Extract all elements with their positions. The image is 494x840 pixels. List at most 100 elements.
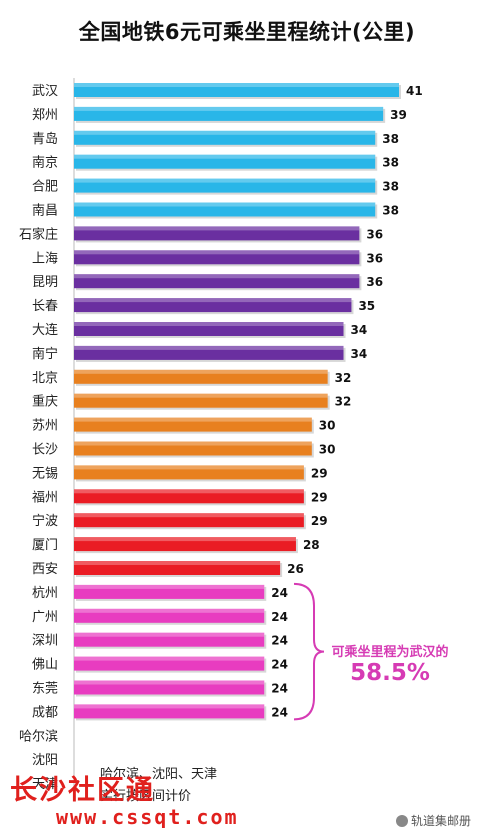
chart-title: 全国地铁6元可乘坐里程统计(公里) (78, 20, 416, 44)
value-label: 38 (382, 204, 399, 218)
category-label: 福州 (32, 490, 58, 505)
category-label: 北京 (32, 371, 58, 386)
bar-highlight (74, 632, 265, 637)
bar-highlight (74, 369, 328, 374)
bar (74, 704, 265, 719)
bar-highlight (74, 322, 344, 326)
bar (74, 441, 312, 456)
value-label: 24 (271, 682, 288, 696)
category-label: 东莞 (32, 682, 58, 697)
value-label: 24 (271, 634, 288, 648)
category-label: 西安 (32, 562, 58, 577)
bar-highlight (74, 106, 384, 111)
bar (74, 417, 312, 432)
bar (74, 154, 376, 169)
category-label: 广州 (32, 610, 58, 625)
value-label: 30 (319, 419, 336, 433)
bar-highlight (74, 584, 265, 589)
value-label: 36 (366, 275, 383, 289)
category-label: 成都 (32, 705, 58, 720)
bar-highlight (74, 489, 304, 494)
value-label: 34 (351, 323, 368, 337)
value-label: 35 (358, 299, 375, 313)
bar-highlight (74, 680, 265, 685)
category-label: 重庆 (32, 394, 58, 410)
value-label: 34 (351, 347, 368, 361)
bar-highlight (74, 298, 352, 303)
bar (74, 130, 376, 145)
bar (74, 106, 384, 121)
bar-highlight (74, 274, 360, 279)
value-label: 29 (311, 514, 328, 528)
note-line-2: 实行按区间计价 (100, 789, 192, 804)
value-label: 29 (311, 490, 328, 504)
bar (74, 465, 304, 480)
bar (74, 369, 328, 384)
annotation-percent: 58.5% (350, 660, 430, 686)
bar (74, 83, 399, 97)
bar-highlight (74, 393, 328, 398)
bar (74, 298, 352, 313)
bar-highlight (74, 537, 296, 542)
category-label: 长春 (32, 299, 58, 314)
category-label: 大连 (32, 322, 58, 338)
category-label: 佛山 (32, 658, 58, 673)
value-label: 30 (319, 443, 336, 457)
bar (74, 226, 360, 241)
value-label: 24 (271, 586, 288, 600)
bar-highlight (74, 656, 265, 661)
bar-highlight (74, 178, 376, 183)
bar (74, 561, 281, 575)
value-label: 38 (382, 156, 399, 170)
value-label: 38 (382, 180, 399, 194)
value-label: 24 (271, 610, 288, 624)
bar-highlight (74, 250, 360, 255)
value-label: 32 (335, 395, 352, 409)
bar-highlight (74, 465, 304, 470)
bar (74, 202, 376, 217)
bar-highlight (74, 202, 376, 207)
category-label: 宁波 (32, 513, 58, 529)
category-label: 长沙 (32, 443, 58, 458)
bar (74, 513, 304, 528)
value-label: 24 (271, 705, 288, 719)
bar (74, 178, 376, 193)
category-label: 南京 (32, 155, 58, 171)
bar (74, 393, 328, 408)
bar (74, 608, 265, 623)
value-label: 38 (382, 132, 399, 146)
bar-highlight (74, 441, 312, 446)
bar (74, 584, 265, 599)
bar (74, 632, 265, 647)
bar (74, 250, 360, 265)
bar (74, 680, 265, 695)
bar-highlight (74, 83, 399, 87)
value-label: 41 (406, 84, 423, 98)
bar-highlight (74, 226, 360, 231)
category-label: 深圳 (32, 634, 58, 649)
value-label: 24 (271, 658, 288, 672)
value-label: 26 (287, 562, 304, 576)
bar (74, 274, 360, 289)
bar-highlight (74, 154, 376, 159)
wechat-icon (396, 815, 408, 827)
annotation-text: 可乘坐里程为武汉的 (331, 645, 449, 660)
bar-highlight (74, 561, 281, 565)
bar (74, 322, 344, 336)
bar (74, 656, 265, 671)
category-label: 青岛 (32, 131, 58, 147)
watermark-account: 轨道集邮册 (396, 812, 471, 829)
category-label: 厦门 (32, 538, 58, 553)
category-label: 南宁 (32, 346, 58, 362)
value-label: 36 (366, 227, 383, 241)
bar-highlight (74, 704, 265, 709)
bar-highlight (74, 345, 344, 350)
value-label: 39 (390, 108, 407, 122)
bar-highlight (74, 130, 376, 135)
bar-highlight (74, 608, 265, 613)
value-label: 29 (311, 466, 328, 480)
category-label: 昆明 (32, 275, 58, 290)
bar-highlight (74, 513, 304, 518)
category-label: 天津 (32, 777, 58, 792)
annotation-brace (293, 582, 325, 721)
